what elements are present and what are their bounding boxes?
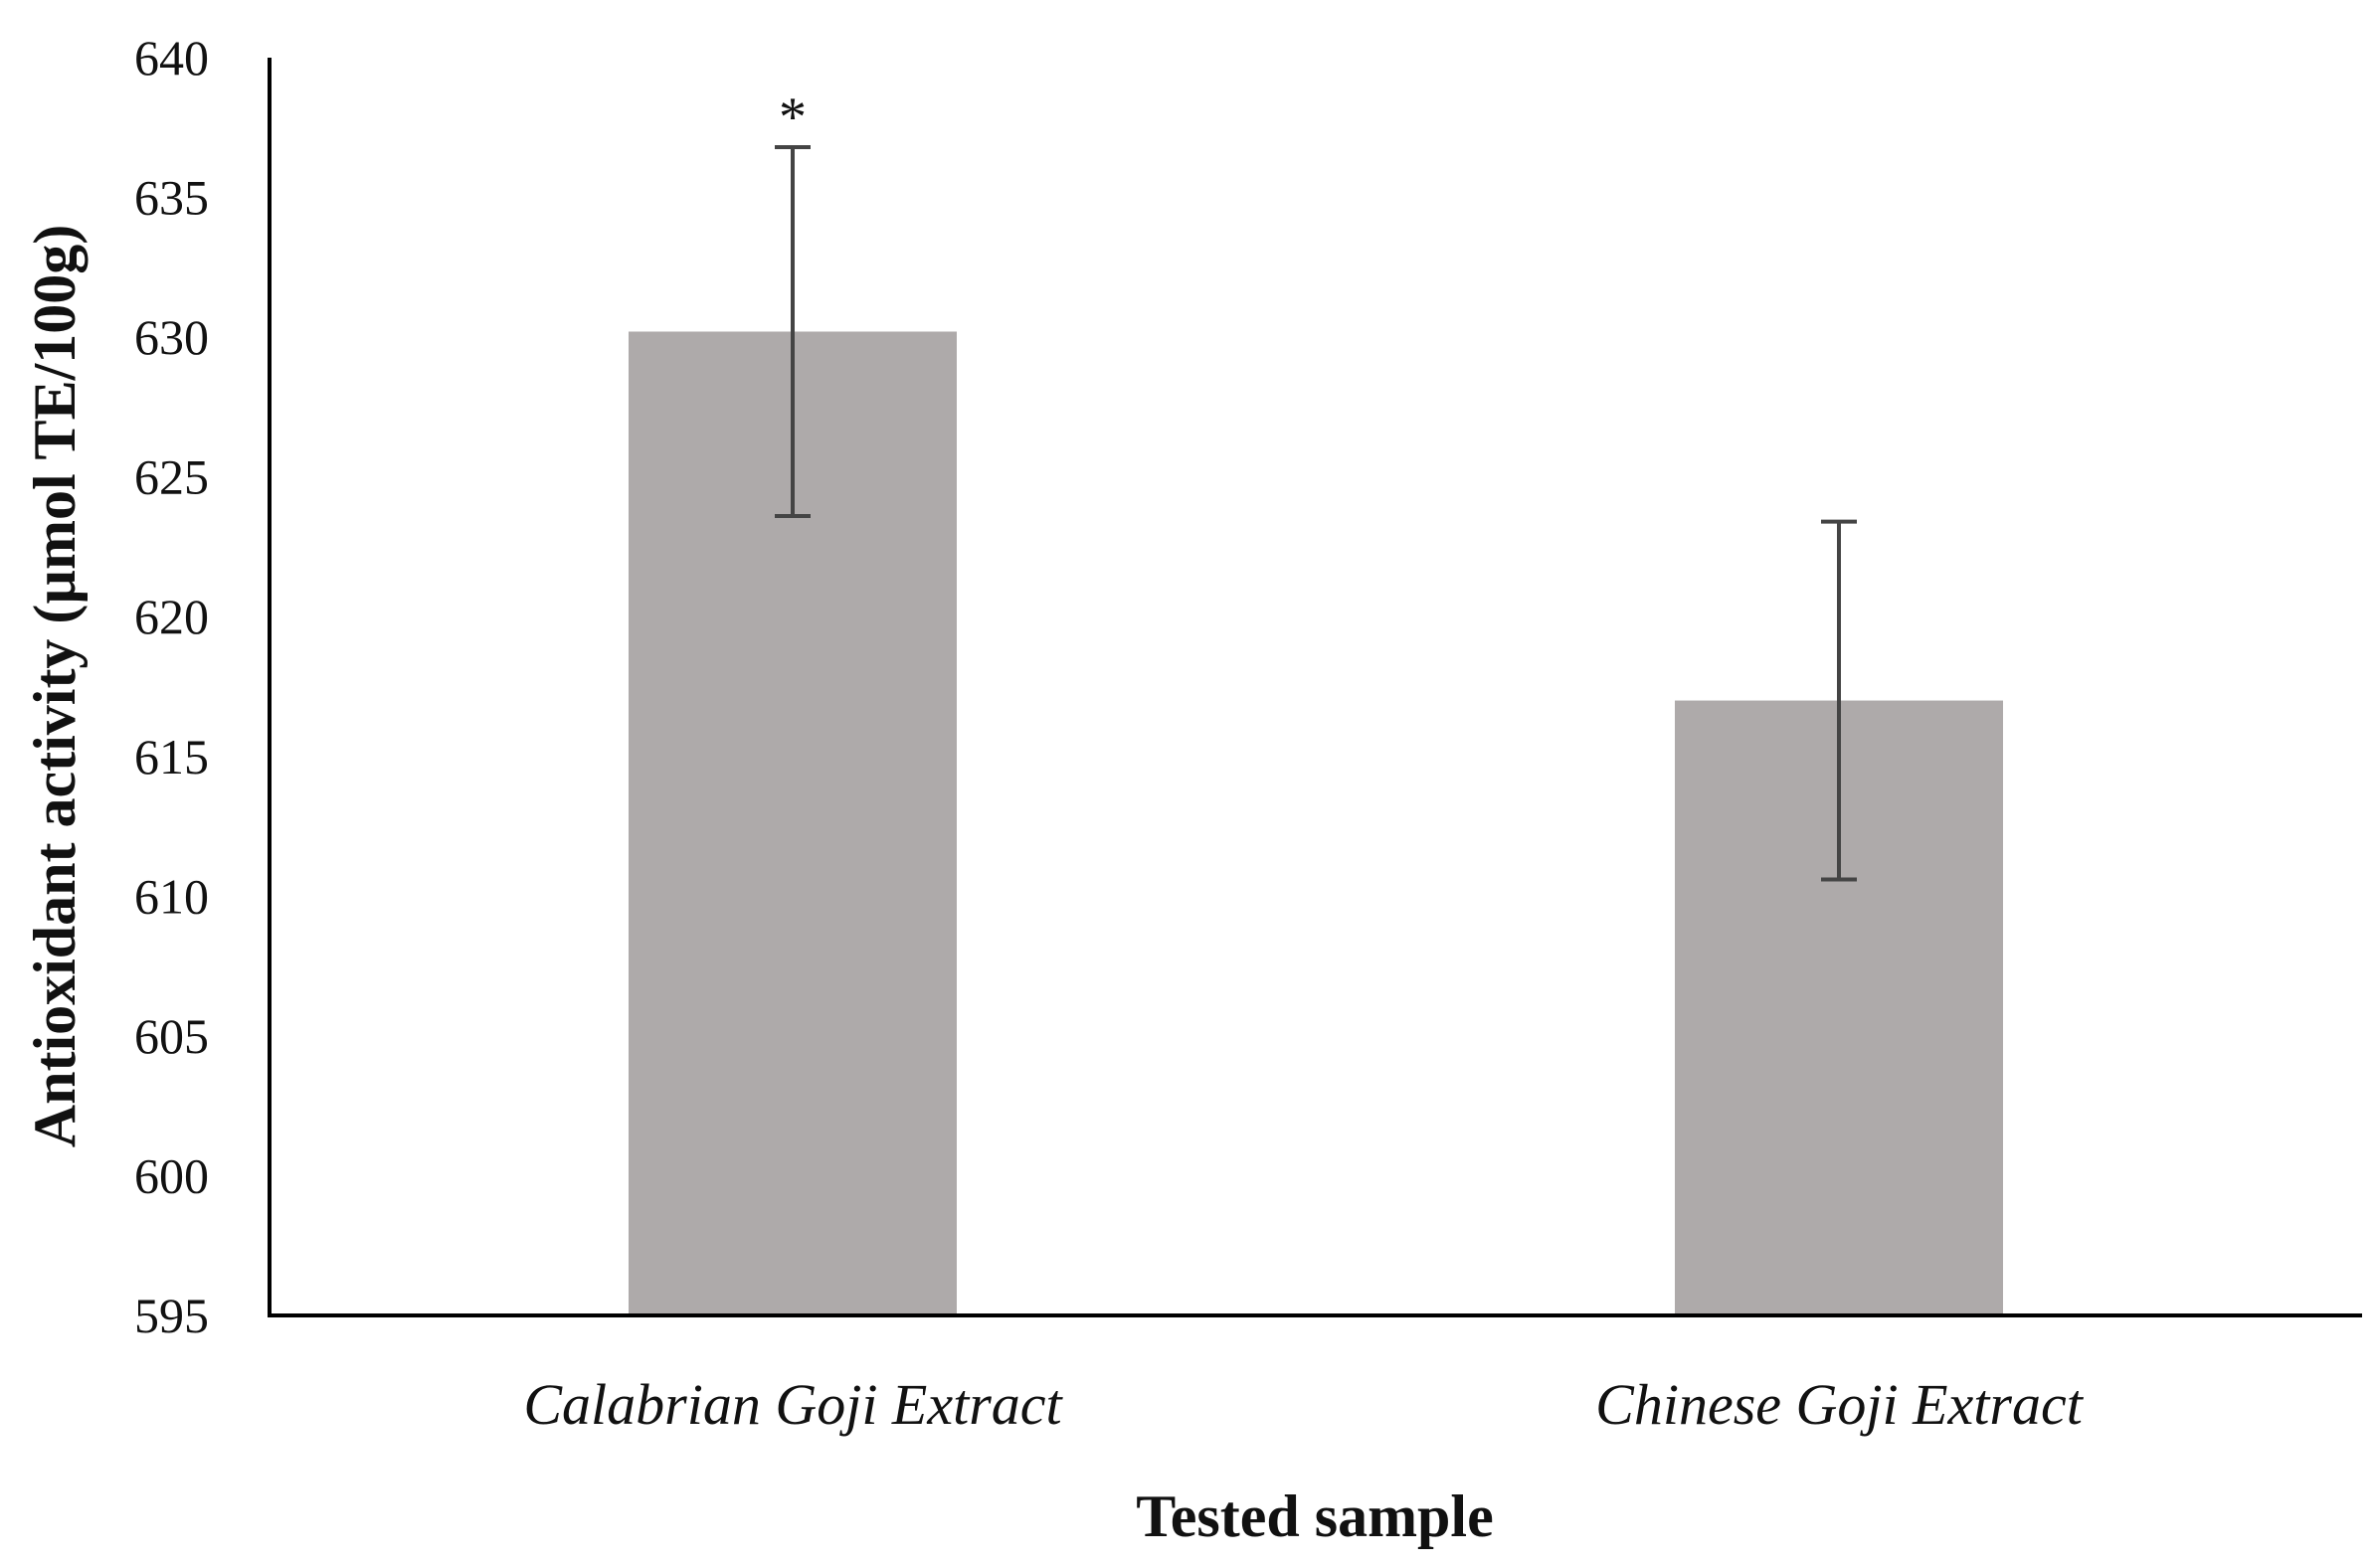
x-axis-title: Tested sample [1136, 1483, 1493, 1549]
y-tick-label-8: 635 [134, 170, 209, 226]
y-tick-label-1: 600 [134, 1147, 209, 1203]
y-tick-labels: 595 600 605 610 615 620 625 630 635 640 [134, 30, 209, 1343]
y-tick-label-2: 605 [134, 1008, 209, 1064]
y-axis-title: Antioxidant activity (µmol TE/100g) [22, 225, 88, 1147]
error-bar-1 [1821, 519, 1857, 882]
significance-annotation-0: * [779, 87, 807, 148]
y-tick-label-3: 610 [134, 868, 209, 924]
y-tick-label-9: 640 [134, 30, 209, 86]
y-tick-label-7: 630 [134, 309, 209, 365]
x-category-labels: Calabrian Goji Extract Chinese Goji Extra… [523, 1372, 2084, 1437]
y-tick-label-0: 595 [134, 1288, 209, 1343]
bars-group [629, 331, 2003, 1315]
x-category-label-0: Calabrian Goji Extract [523, 1372, 1063, 1437]
y-tick-label-6: 625 [134, 449, 209, 505]
annotations-group: * [779, 87, 807, 148]
error-bar-0 [775, 144, 811, 519]
y-tick-label-4: 615 [134, 729, 209, 784]
y-tick-label-5: 620 [134, 589, 209, 644]
x-category-label-1: Chinese Goji Extract [1595, 1372, 2085, 1437]
error-bars-group [775, 144, 1857, 882]
